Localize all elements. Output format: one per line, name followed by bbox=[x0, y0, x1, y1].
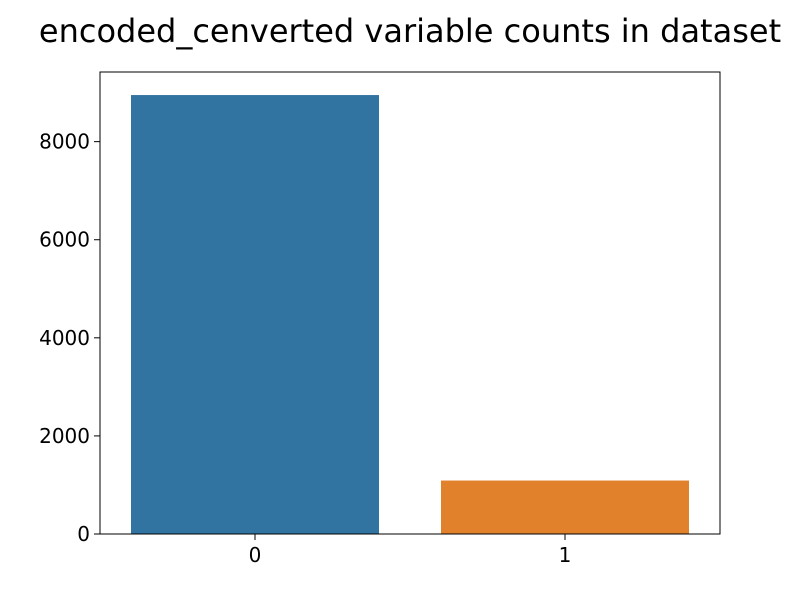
bar-0 bbox=[131, 95, 379, 534]
bar-1 bbox=[441, 480, 689, 534]
x-tick-label-1: 1 bbox=[559, 543, 572, 567]
chart-title: encoded_cenverted variable counts in dat… bbox=[39, 12, 781, 50]
plot-frame bbox=[99, 71, 721, 535]
y-tick-label-6000: 6000 bbox=[39, 228, 90, 252]
y-tick-label-0: 0 bbox=[77, 522, 90, 546]
y-axis: 0 2000 4000 6000 8000 bbox=[39, 130, 100, 546]
bars-group bbox=[131, 95, 689, 534]
y-tick-label-4000: 4000 bbox=[39, 326, 90, 350]
y-tick-label-2000: 2000 bbox=[39, 424, 90, 448]
y-tick-label-8000: 8000 bbox=[39, 130, 90, 154]
x-tick-label-0: 0 bbox=[249, 543, 262, 567]
